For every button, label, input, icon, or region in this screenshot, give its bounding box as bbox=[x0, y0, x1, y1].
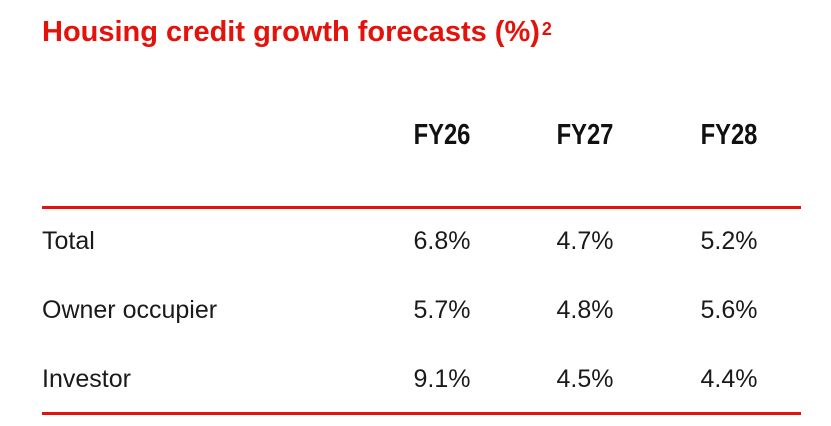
cell-owner-occupier-fy26: 5.7% bbox=[413, 296, 471, 324]
column-header-fy28: FY28 bbox=[700, 119, 758, 151]
table-bottom-rule bbox=[42, 412, 801, 415]
table-top-rule bbox=[42, 206, 801, 209]
cell-investor-fy27: 4.5% bbox=[556, 365, 614, 393]
cell-total-fy28: 5.2% bbox=[700, 227, 758, 255]
cell-total-fy26: 6.8% bbox=[413, 227, 471, 255]
page-title: Housing credit growth forecasts (%) 2 bbox=[42, 12, 552, 52]
row-label-total: Total bbox=[42, 227, 95, 255]
cell-total-fy27: 4.7% bbox=[556, 227, 614, 255]
row-label-owner-occupier: Owner occupier bbox=[42, 296, 218, 324]
title-text: Housing credit growth forecasts (%) bbox=[42, 16, 540, 48]
cell-owner-occupier-fy28: 5.6% bbox=[700, 296, 758, 324]
column-header-fy26: FY26 bbox=[413, 119, 471, 151]
cell-investor-fy28: 4.4% bbox=[700, 365, 758, 393]
cell-investor-fy26: 9.1% bbox=[413, 365, 471, 393]
column-header-fy27: FY27 bbox=[556, 119, 614, 151]
cell-owner-occupier-fy27: 4.8% bbox=[556, 296, 614, 324]
row-label-investor: Investor bbox=[42, 365, 131, 393]
title-footnote-marker: 2 bbox=[541, 19, 552, 39]
